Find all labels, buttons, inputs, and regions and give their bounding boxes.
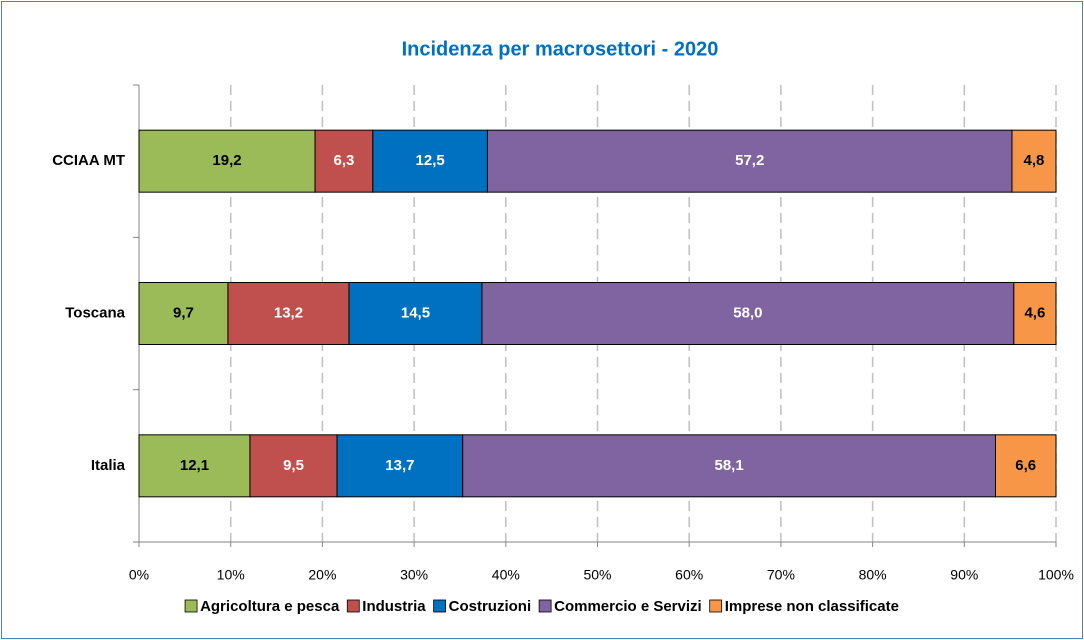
data-label: 4,8 [1024,152,1045,169]
legend-label: Costruzioni [449,598,532,615]
data-label: 14,5 [401,304,430,321]
legend-swatch [433,599,447,613]
data-label: 6,3 [334,152,355,169]
data-label: 58,0 [733,304,762,321]
data-label: 6,6 [1015,457,1036,474]
legend: Agricoltura e pesca Industria Costruzioni C… [184,598,899,615]
data-label: 4,6 [1024,304,1045,321]
data-label: 13,2 [274,304,303,321]
bar-segment [994,434,1057,498]
x-tick-label: 50% [583,567,611,583]
data-label: 9,7 [173,304,194,321]
x-tick-label: 30% [400,567,428,583]
legend-swatch [709,599,723,613]
x-tick-label: 20% [308,567,336,583]
data-label: 12,1 [180,457,209,474]
bar-segment [348,282,483,345]
legend-swatch [346,599,360,613]
x-tick-label: 70% [767,567,795,583]
data-label: 12,5 [416,152,445,169]
y-tick-label: Italia [91,457,126,474]
bar-segment [486,129,1013,193]
x-tick-label: 40% [492,567,520,583]
legend-swatch [184,599,198,613]
bar-segment [227,282,350,345]
legend-swatch [538,599,552,613]
x-tick-label: 10% [217,567,245,583]
bar-segment [462,434,996,498]
data-label: 58,1 [714,457,743,474]
bar-segment [1011,129,1057,193]
x-tick-label: 80% [859,567,887,583]
bar-segment [249,434,338,498]
bar-segment [1013,282,1057,345]
legend-label: Agricoltura e pesca [200,598,340,615]
x-tick-label: 100% [1038,567,1074,583]
legend-label: Commercio e Servizi [554,598,702,615]
data-label: 57,2 [735,152,764,169]
legend-label: Imprese non classificate [725,598,899,615]
chart-title: Incidenza per macrosettori - 2020 [402,38,719,60]
legend-label: Industria [362,598,426,615]
x-tick-label: 0% [129,567,149,583]
data-label: 9,5 [283,457,304,474]
y-tick-label: Toscana [65,304,125,321]
bar-segment [138,129,316,193]
bar-segment [481,282,1015,345]
x-tick-label: 60% [675,567,703,583]
bar-segment [336,434,464,498]
x-tick-label: 90% [950,567,978,583]
y-tick-label: CCIAA MT [52,152,125,169]
bar-segment [372,129,488,193]
data-label: 13,7 [385,457,414,474]
data-label: 19,2 [212,152,241,169]
bar-segment [138,282,229,345]
bar-segment [138,434,251,498]
